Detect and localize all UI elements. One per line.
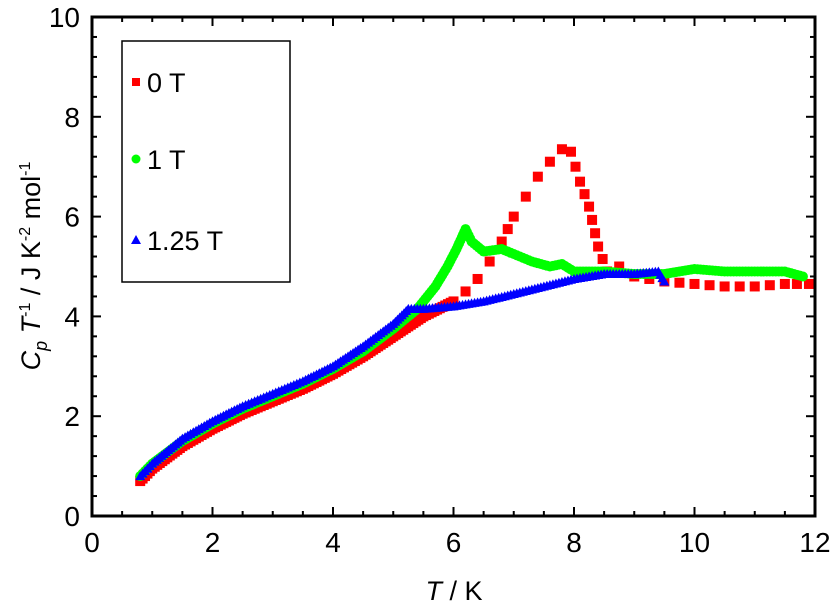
legend-label-1T: 1 T — [147, 145, 186, 175]
y-tick-label: 6 — [64, 202, 80, 233]
y-tick-label: 0 — [64, 501, 80, 532]
data-point — [590, 228, 601, 239]
data-point — [593, 241, 604, 252]
data-point — [689, 278, 700, 289]
tick-labels: 0 2 4 6 8 10 12 0 2 4 6 8 10 — [49, 2, 831, 558]
data-point — [565, 146, 576, 157]
data-point — [579, 189, 590, 200]
data-point — [764, 280, 775, 291]
data-marks — [135, 144, 814, 487]
data-point — [460, 286, 471, 297]
data-point — [779, 278, 790, 289]
data-point — [502, 224, 513, 235]
data-point — [575, 176, 586, 187]
y-axis-label: Cp T-1 / J K-2 mol-1 — [16, 162, 51, 371]
data-point — [614, 261, 625, 272]
data-point — [803, 278, 814, 289]
legend-marker-1T — [131, 154, 141, 164]
legend-box — [121, 40, 291, 283]
data-point — [587, 214, 598, 225]
legend-marker-1.25T — [131, 235, 141, 244]
data-point — [719, 281, 730, 292]
y-tick-label: 2 — [64, 401, 80, 432]
y-tick-label: 4 — [64, 301, 80, 332]
data-point — [749, 281, 760, 292]
axis-ticks — [91, 16, 816, 517]
data-point — [544, 156, 555, 167]
data-point — [734, 281, 745, 292]
x-tick-label: 12 — [799, 527, 830, 558]
data-point — [597, 254, 608, 265]
series-1.25T — [135, 266, 670, 481]
data-point — [659, 276, 670, 286]
data-point — [674, 277, 685, 288]
x-tick-label: 4 — [325, 527, 341, 558]
x-tick-label: 6 — [446, 527, 462, 558]
x-tick-label: 10 — [679, 527, 710, 558]
data-point — [484, 256, 495, 267]
legend: 0 T 1 T 1.25 T — [121, 40, 291, 283]
data-point — [532, 171, 543, 182]
data-point — [556, 144, 567, 155]
data-point — [496, 236, 507, 247]
data-point — [508, 211, 519, 222]
data-point — [704, 280, 715, 291]
legend-label-0T: 0 T — [147, 68, 186, 98]
data-point — [520, 191, 531, 202]
data-point — [791, 278, 802, 289]
y-tick-label: 10 — [49, 2, 80, 33]
x-tick-label: 2 — [205, 527, 221, 558]
x-axis-label: T / K — [425, 576, 482, 606]
data-point — [472, 273, 483, 284]
legend-label-1.25T: 1.25 T — [147, 226, 223, 256]
data-point — [570, 161, 581, 172]
x-tick-label: 0 — [84, 527, 100, 558]
x-tick-label: 8 — [566, 527, 582, 558]
data-point — [797, 271, 808, 282]
y-tick-label: 8 — [64, 102, 80, 133]
data-point — [584, 201, 595, 212]
legend-marker-0T — [132, 78, 140, 86]
